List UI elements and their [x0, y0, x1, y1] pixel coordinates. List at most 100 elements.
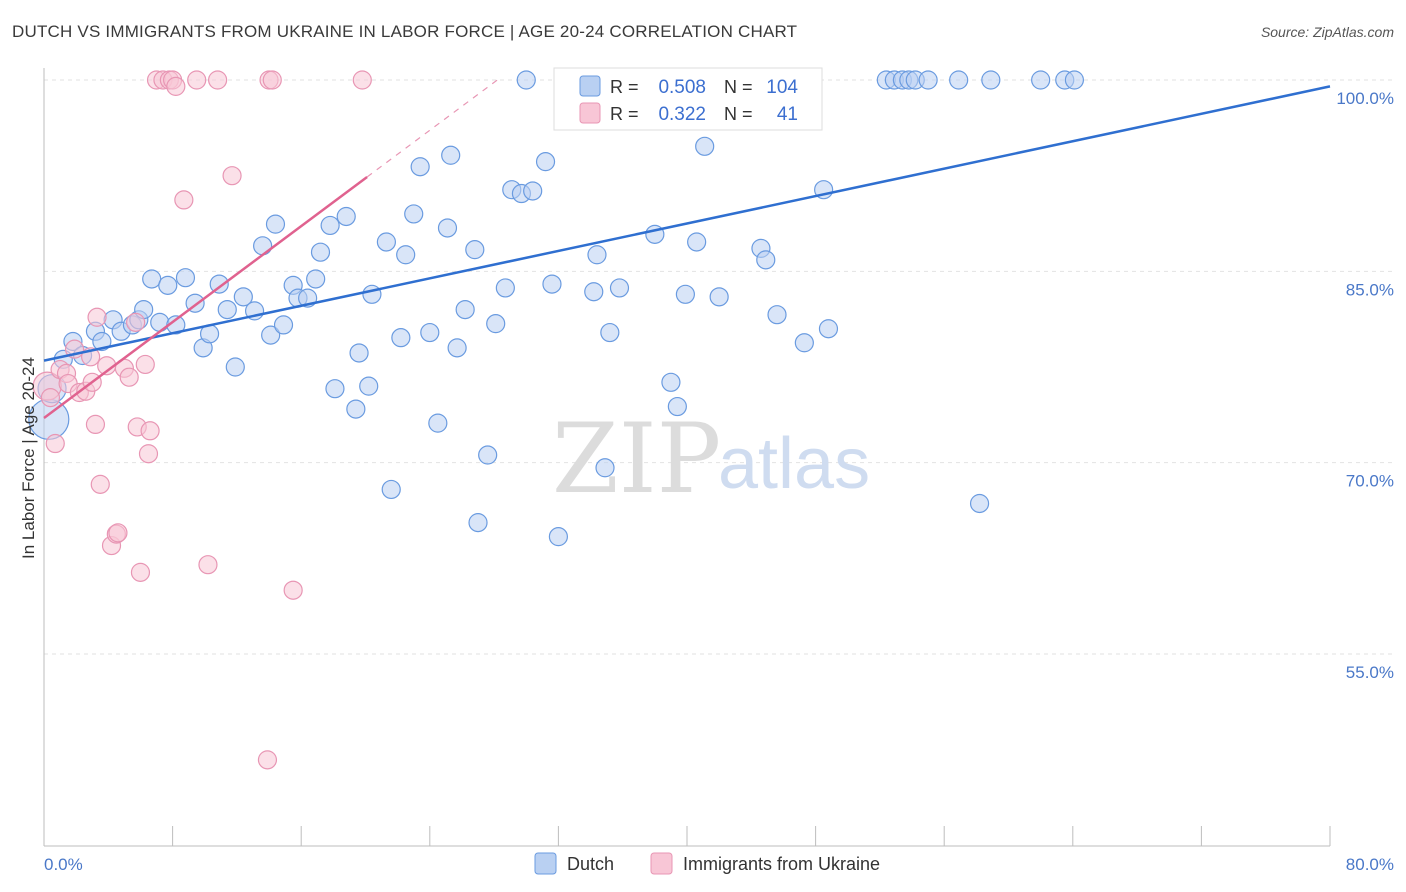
- legend-label-ukraine: Immigrants from Ukraine: [683, 854, 880, 874]
- y-tick-labels: 55.0% 70.0% 85.0% 100.0%: [1336, 89, 1394, 682]
- dutch-point: [535, 152, 556, 172]
- ukraine-point: [40, 388, 61, 408]
- ukraine-point: [352, 70, 372, 90]
- dutch-point: [273, 315, 294, 335]
- dutch-point: [325, 379, 345, 399]
- dutch-point: [587, 245, 607, 265]
- dutch-point: [818, 319, 839, 339]
- dutch-point: [695, 136, 715, 156]
- y-tick-label: 55.0%: [1346, 663, 1394, 682]
- y-tick-label: 100.0%: [1336, 89, 1394, 108]
- dutch-point: [794, 333, 814, 353]
- stats-n-value: 41: [777, 104, 798, 125]
- dutch-point: [410, 157, 430, 177]
- dutch-point: [495, 278, 515, 298]
- dutch-point: [523, 181, 543, 201]
- dutch-point: [675, 284, 695, 304]
- stats-n-label: N =: [724, 77, 753, 97]
- dutch-point: [265, 214, 286, 234]
- dutch-point: [362, 284, 382, 304]
- x-tick-label-min: 0.0%: [44, 855, 83, 874]
- dutch-point: [661, 372, 681, 392]
- dutch-point: [548, 527, 569, 547]
- watermark-atlas: atlas: [718, 424, 870, 504]
- source-credit: Source: ZipAtlas.com: [1260, 24, 1394, 40]
- ukraine-trend-extension: [366, 79, 498, 178]
- ukraine-point: [108, 523, 128, 543]
- dutch-point: [478, 445, 498, 465]
- dutch-point: [600, 322, 620, 343]
- ukraine-point: [283, 580, 303, 600]
- dutch-point: [349, 343, 369, 363]
- dutch-point: [175, 268, 196, 288]
- dutch-point: [404, 204, 424, 224]
- dutch-point: [359, 376, 379, 396]
- ukraine-point: [119, 367, 139, 387]
- stats-r-label: R =: [610, 104, 639, 124]
- dutch-point: [584, 282, 604, 302]
- stats-r-label: R =: [610, 77, 639, 97]
- dutch-point: [233, 287, 253, 307]
- dutch-point: [376, 232, 396, 252]
- ukraine-point: [90, 474, 110, 494]
- legend-swatch-ukraine: [650, 852, 673, 875]
- ukraine-point: [166, 76, 186, 96]
- x-tick-labels: 0.0% 80.0%: [44, 855, 1394, 874]
- legend-label-dutch: Dutch: [567, 854, 614, 874]
- dutch-point: [306, 269, 326, 289]
- dutch-point: [969, 493, 990, 514]
- y-tick-label: 70.0%: [1346, 472, 1394, 491]
- ukraine-point: [198, 555, 218, 575]
- ukraine-point: [138, 444, 159, 464]
- dutch-point: [381, 479, 401, 500]
- ukraine-point: [262, 70, 282, 90]
- ukraine-point: [187, 70, 207, 90]
- dutch-point: [595, 458, 615, 478]
- stats-swatch: [579, 102, 601, 124]
- dutch-point: [225, 357, 245, 377]
- ukraine-point: [174, 190, 194, 210]
- ukraine-point: [140, 421, 160, 441]
- y-axis-title: In Labor Force | Age 20-24: [19, 357, 38, 559]
- dutch-point: [667, 396, 687, 417]
- dutch-point: [150, 312, 170, 332]
- dutch-point: [981, 70, 1001, 90]
- trend-lines: [43, 79, 1331, 420]
- dutch-point: [320, 215, 340, 236]
- dutch-point: [687, 232, 707, 252]
- dutch-point: [455, 300, 475, 320]
- dutch-point: [949, 70, 969, 90]
- ukraine-point: [222, 166, 242, 186]
- grid-lines: [44, 79, 1392, 655]
- watermark: ZIP atlas: [552, 403, 870, 515]
- dutch-point: [428, 413, 448, 433]
- dutch-trend-line: [43, 85, 1331, 362]
- stats-n-value: 104: [766, 77, 798, 98]
- dutch-point: [709, 287, 729, 307]
- ukraine-point: [257, 750, 278, 770]
- dutch-point: [420, 322, 440, 343]
- ukraine-point: [126, 312, 146, 332]
- dutch-point: [1064, 70, 1085, 90]
- y-tick-label: 85.0%: [1346, 280, 1394, 299]
- ukraine-point: [135, 354, 155, 375]
- stats-n-label: N =: [724, 104, 753, 124]
- dutch-point: [441, 145, 461, 165]
- dutch-point: [92, 331, 112, 352]
- dutch-point: [1031, 70, 1051, 90]
- dutch-point: [756, 250, 776, 270]
- ukraine-point: [87, 307, 107, 327]
- stats-swatch: [579, 75, 601, 97]
- ukraine-point: [130, 562, 151, 582]
- watermark-zip: ZIP: [552, 403, 721, 515]
- dutch-point: [253, 236, 273, 256]
- legend-swatch-dutch: [534, 852, 557, 875]
- stats-r-value: 0.322: [658, 104, 706, 125]
- ukraine-point: [45, 433, 65, 454]
- dutch-point: [261, 325, 281, 345]
- dutch-point: [346, 399, 366, 419]
- dutch-point: [516, 70, 536, 90]
- x-tick-label-max: 80.0%: [1346, 855, 1394, 874]
- dutch-point: [391, 328, 411, 348]
